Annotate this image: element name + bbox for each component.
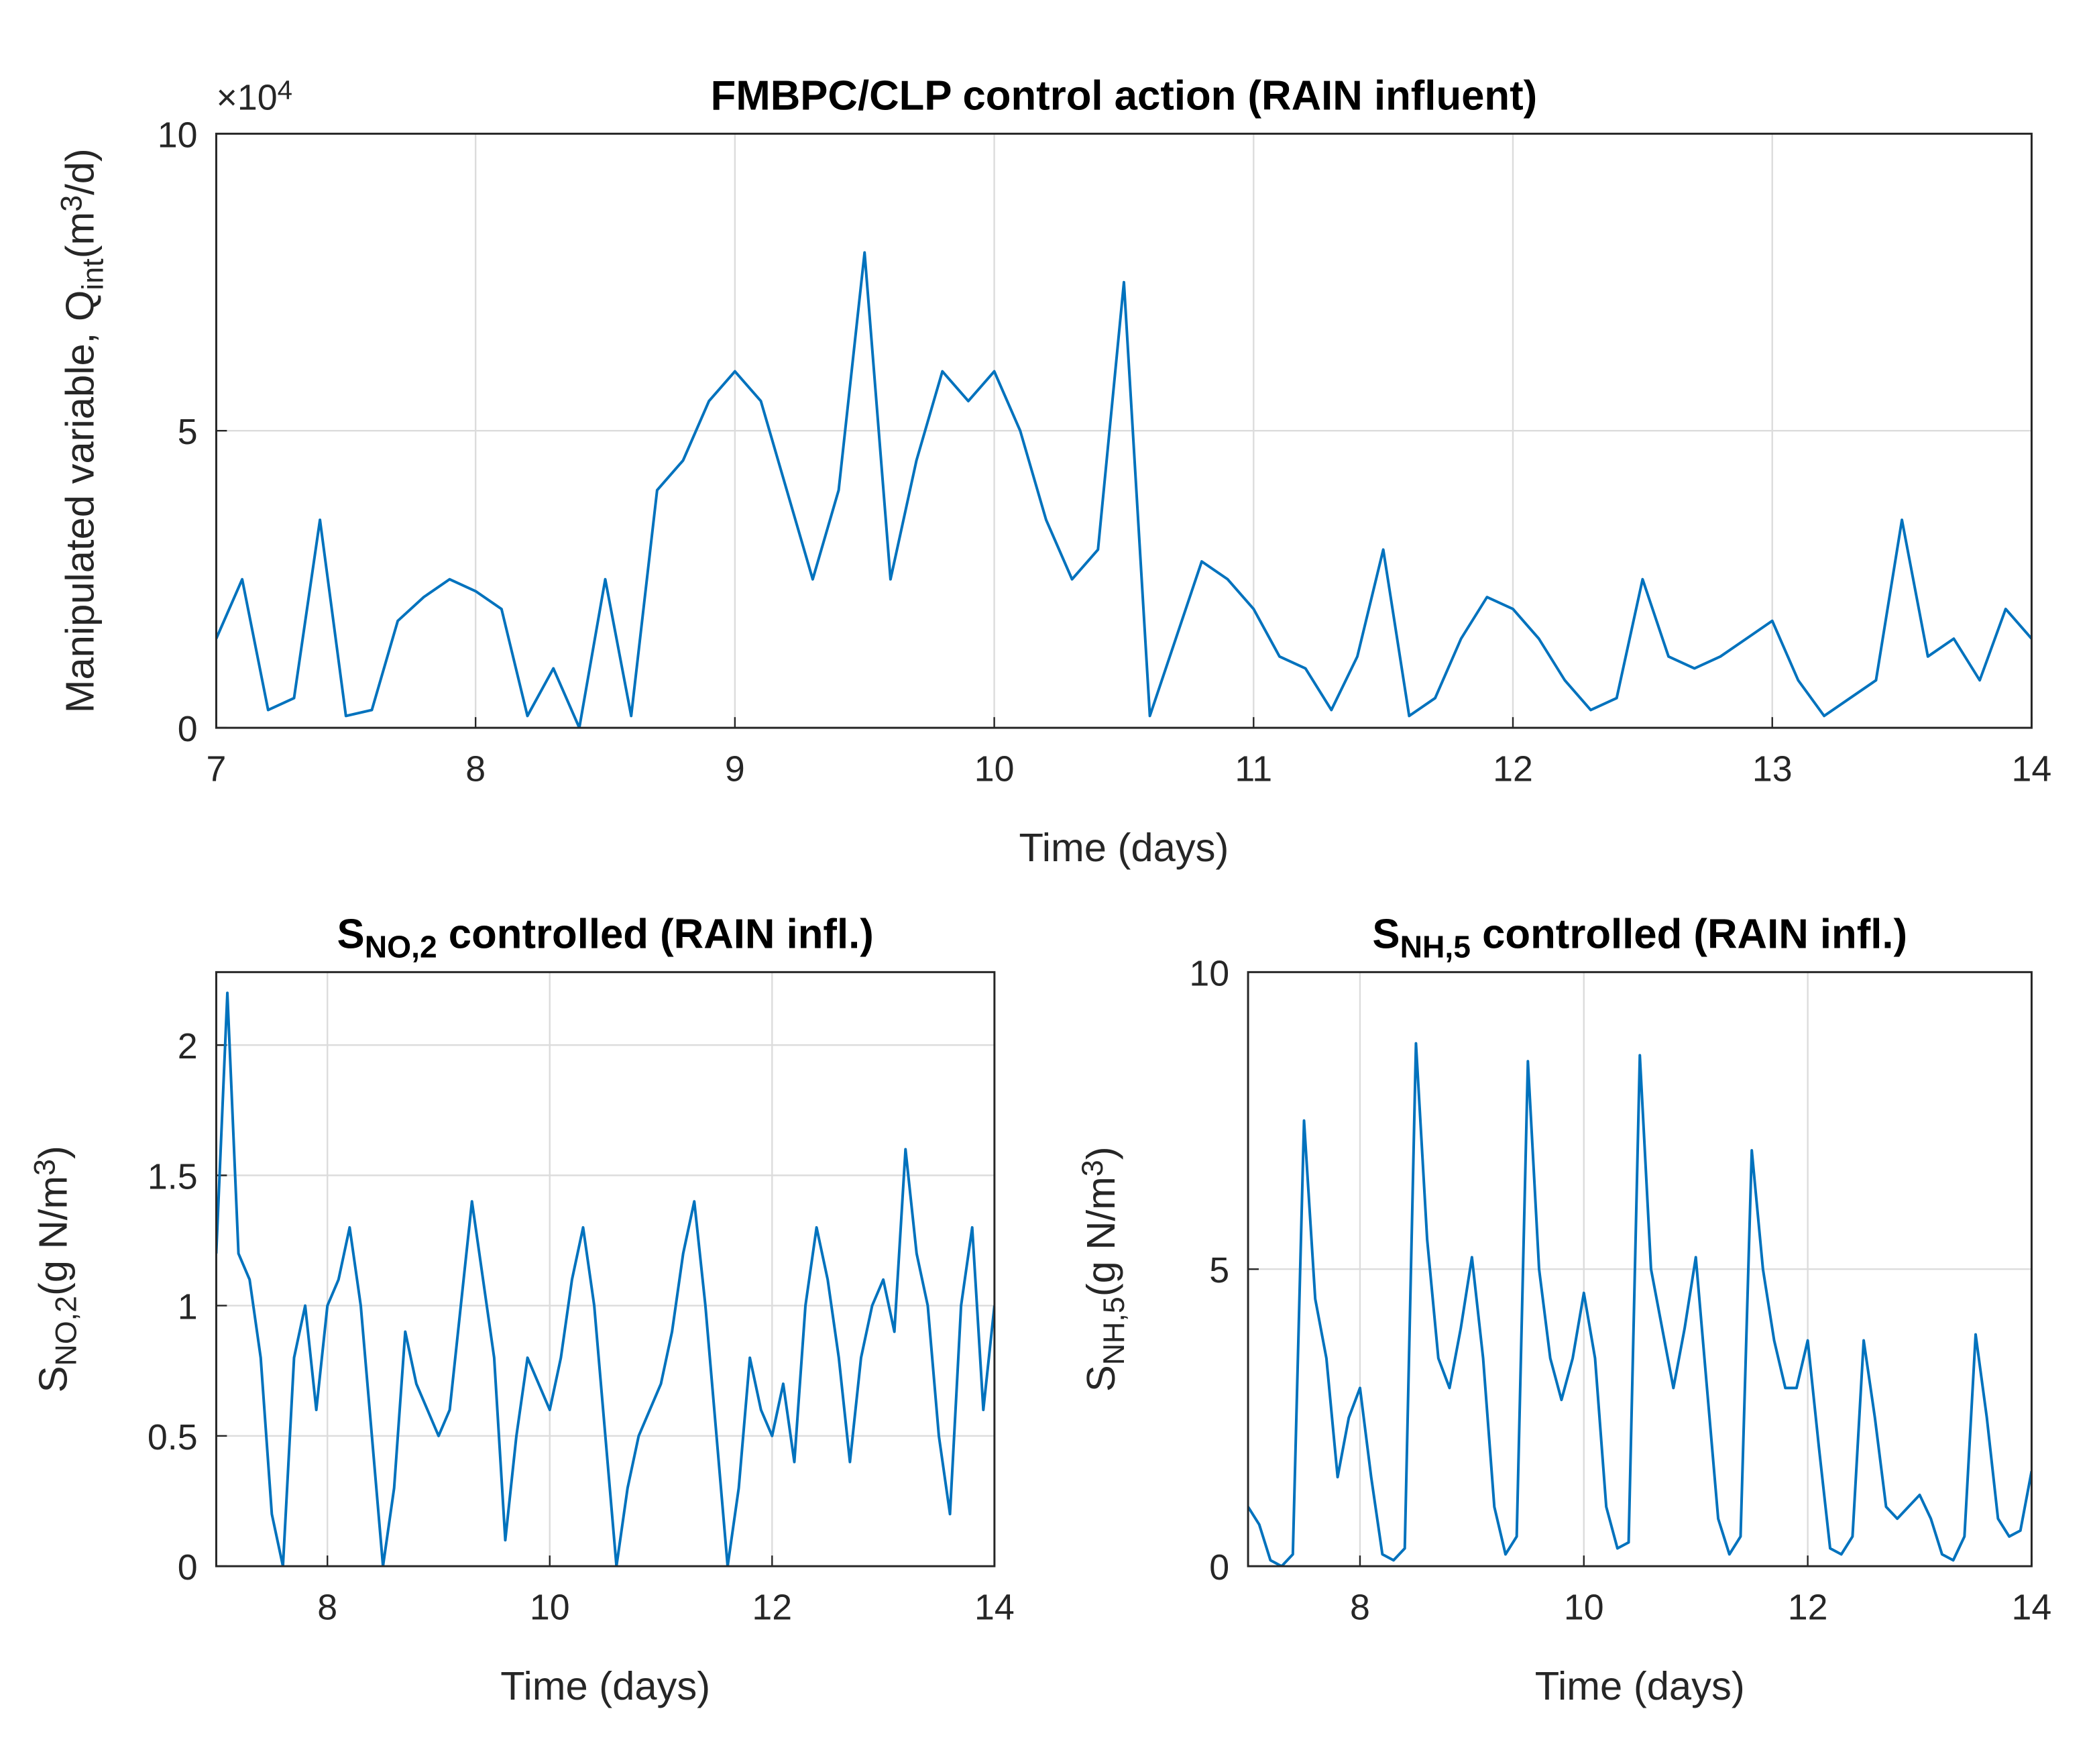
text-part: (m xyxy=(57,212,102,259)
axes-frame xyxy=(1247,971,2033,1567)
x-tick-label: 11 xyxy=(1235,749,1272,789)
text-part: int xyxy=(76,258,109,290)
y-tick-label: 5 xyxy=(178,412,198,452)
text-part: S xyxy=(31,1366,76,1393)
y-tick-label: 2 xyxy=(178,1026,198,1066)
text-part: NO,2 xyxy=(365,929,437,964)
y-tick-label: 0 xyxy=(178,709,198,749)
text-part: Time (days) xyxy=(1535,1663,1745,1708)
x-axis-label: Time (days) xyxy=(500,1663,710,1708)
y-tick-label: 5 xyxy=(1209,1250,1229,1290)
x-tick-label: 8 xyxy=(1350,1588,1370,1628)
y-multiplier: ×104 xyxy=(216,75,292,118)
y-axis-label: Manipulated variable, Qint(m3/d) xyxy=(54,148,109,713)
x-tick-label: 9 xyxy=(725,749,745,789)
text-part: 3 xyxy=(1076,1160,1109,1176)
x-tick-label: 13 xyxy=(1752,749,1793,789)
x-tick-label: 14 xyxy=(2012,749,2052,789)
text-part: (g N/m xyxy=(1078,1176,1123,1297)
x-tick-label: 10 xyxy=(530,1588,570,1628)
text-part: 4 xyxy=(278,75,292,105)
data-line xyxy=(216,991,995,1567)
y-tick-label: 10 xyxy=(158,115,198,155)
text-part: NO,2 xyxy=(49,1296,82,1366)
text-part: S xyxy=(1078,1365,1123,1392)
axes-frame xyxy=(215,132,2033,729)
text-part: (g N/m xyxy=(31,1176,76,1296)
x-tick-label: 14 xyxy=(2012,1588,2052,1628)
y-tick-label: 0 xyxy=(178,1547,198,1588)
y-tick-label: 0 xyxy=(1209,1547,1229,1588)
axes-frame xyxy=(215,971,996,1567)
data-line xyxy=(216,251,2032,728)
y-tick-label: 10 xyxy=(1189,953,1229,993)
text-part: Manipulated variable, Q xyxy=(57,290,102,714)
text-part: /d) xyxy=(57,148,102,195)
chart-title: FMBPC/CLP control action (RAIN influent) xyxy=(711,73,1538,119)
text-part: ×10 xyxy=(216,78,277,118)
text-part: Time (days) xyxy=(500,1663,710,1708)
text-part: controlled (RAIN infl.) xyxy=(437,912,874,958)
y-tick-label: 1 xyxy=(178,1287,198,1327)
x-tick-label: 14 xyxy=(974,1588,1015,1628)
x-axis-label: Time (days) xyxy=(1019,825,1229,870)
x-tick-label: 7 xyxy=(207,749,227,789)
x-tick-label: 8 xyxy=(317,1588,337,1628)
x-tick-label: 8 xyxy=(465,749,486,789)
y-tick-label: 0.5 xyxy=(148,1417,198,1457)
data-line xyxy=(1248,1042,2032,1567)
chart-title: SNH,5 controlled (RAIN infl.) xyxy=(1372,912,1907,964)
text-part: 3 xyxy=(28,1159,62,1176)
text-part: Time (days) xyxy=(1019,825,1229,870)
text-part: S xyxy=(337,912,365,958)
text-part: FMBPC/CLP control action (RAIN influent) xyxy=(711,73,1538,119)
text-part: ) xyxy=(1078,1146,1123,1160)
y-tick-label: 1.5 xyxy=(148,1156,198,1197)
y-axis-label: SNH,5(g N/m3) xyxy=(1076,1146,1131,1392)
text-part: NH,5 xyxy=(1097,1297,1131,1365)
x-axis-label: Time (days) xyxy=(1535,1663,1745,1708)
y-axis-label: SNO,2(g N/m3) xyxy=(28,1146,83,1392)
plot-area xyxy=(216,972,995,1567)
x-tick-label: 10 xyxy=(974,749,1015,789)
text-part: ) xyxy=(31,1146,76,1159)
text-part: NH,5 xyxy=(1400,929,1471,964)
x-tick-label: 10 xyxy=(1564,1588,1604,1628)
text-part: S xyxy=(1372,912,1400,958)
x-tick-label: 12 xyxy=(752,1588,792,1628)
x-tick-label: 12 xyxy=(1788,1588,1828,1628)
text-part: controlled (RAIN infl.) xyxy=(1471,912,1907,958)
x-tick-label: 12 xyxy=(1493,749,1533,789)
text-part: 3 xyxy=(54,195,88,212)
chart-title: SNO,2 controlled (RAIN infl.) xyxy=(337,912,874,964)
